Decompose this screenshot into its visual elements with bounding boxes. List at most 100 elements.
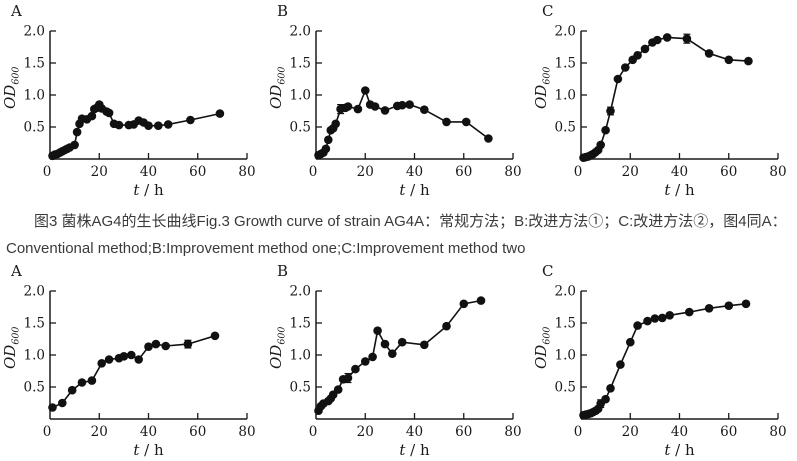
chart-fig3-C: C 0.5 1.0 1.5 2.0 20 40 60 80 0 t / h OD600	[532, 2, 787, 199]
caption-line-1: 图3 菌株AG4的生长曲线Fig.3 Growth curve of strai…	[34, 213, 787, 230]
data-point-marker	[606, 106, 616, 116]
x-tick-label: 20	[622, 424, 639, 440]
y-tick-label: 0.5	[24, 120, 45, 136]
data-point-marker	[613, 74, 623, 84]
x-axis-title: t / h	[399, 181, 430, 199]
data-point-marker	[380, 339, 389, 349]
data-point-marker	[77, 378, 87, 387]
y-axis-title: OD600	[267, 327, 288, 369]
data-point-marker	[643, 316, 653, 326]
data-point-marker	[360, 86, 370, 95]
data-point-marker	[380, 106, 389, 115]
y-tick-label: 2.0	[555, 24, 576, 40]
y-tick-label: 1.5	[289, 56, 310, 72]
data-point-marker	[596, 140, 606, 150]
x-tick-label: 80	[504, 424, 521, 440]
data-point-marker	[343, 373, 352, 383]
chart-panel-fig3-b: B 0.5 1.0 1.5 2.0 20 40 60 80 0 t / h OD600	[266, 0, 532, 201]
panel-label-fig3-B: B	[277, 2, 288, 20]
data-point-marker	[215, 109, 225, 118]
y-tick-label: 2.0	[555, 284, 576, 300]
chart-row-fig3: A 0.5 1.0 1.5 2.0 20 40 60 80 0 t / h OD600 B 0.5 1.0…	[0, 0, 797, 201]
data-point-marker	[404, 100, 414, 109]
x-tick-label: 20	[356, 164, 373, 180]
data-point-marker	[163, 120, 173, 129]
data-point-marker	[653, 35, 662, 45]
data-point-marker	[705, 304, 714, 313]
y-axis-title: OD600	[532, 327, 553, 369]
x-tick-label: 80	[238, 424, 255, 440]
data-point-marker	[459, 299, 468, 309]
data-point-markers	[313, 86, 493, 160]
data-point-marker	[119, 352, 129, 361]
y-tick-label: 1.0	[555, 88, 576, 104]
data-point-marker	[419, 340, 429, 350]
data-point-marker	[397, 337, 407, 347]
data-point-marker	[87, 111, 97, 121]
y-tick-label: 1.0	[24, 88, 45, 104]
y-tick-label: 1.0	[24, 348, 45, 364]
x-tick-label: 20	[91, 424, 108, 440]
origin-label: 0	[308, 424, 317, 440]
y-tick-label: 1.5	[289, 316, 310, 332]
x-tick-label: 20	[91, 164, 108, 180]
y-tick-label: 2.0	[24, 284, 45, 300]
data-point-marker	[616, 360, 626, 369]
figure-caption: 图3 菌株AG4的生长曲线Fig.3 Growth curve of strai…	[0, 201, 797, 260]
y-tick-label: 0.5	[24, 380, 45, 396]
y-tick-label: 1.0	[555, 348, 576, 364]
chart-panel-fig4-c: C 0.5 1.0 1.5 2.0 20 40 60 80 0 t / h OD600	[531, 260, 797, 461]
data-point-marker	[127, 350, 136, 360]
data-point-marker	[641, 44, 650, 54]
data-point-marker	[397, 100, 407, 110]
x-tick-label: 40	[140, 164, 157, 180]
origin-label: 0	[574, 164, 583, 180]
x-tick-label: 80	[770, 424, 787, 440]
data-point-marker	[104, 108, 114, 118]
y-tick-label: 2.0	[24, 24, 45, 40]
data-point-marker	[87, 376, 97, 385]
data-point-marker	[72, 127, 82, 137]
growth-curve-chart-fig3-c: C 0.5 1.0 1.5 2.0 20 40 60 80 0 t / h OD600	[532, 2, 787, 199]
data-point-markers	[579, 299, 751, 420]
data-point-marker	[183, 339, 193, 349]
origin-label: 0	[574, 424, 583, 440]
x-tick-label: 80	[504, 164, 521, 180]
data-point-marker	[331, 119, 340, 129]
x-tick-label: 40	[671, 164, 688, 180]
data-point-marker	[58, 398, 67, 408]
data-point-marker	[601, 394, 611, 404]
y-tick-label: 2.0	[289, 24, 310, 40]
data-point-marker	[97, 359, 106, 368]
data-point-marker	[663, 33, 672, 42]
y-axis-title: OD600	[267, 67, 288, 109]
x-tick-label: 40	[406, 164, 423, 180]
data-point-marker	[461, 117, 471, 127]
chart-panel-fig3-a: A 0.5 1.0 1.5 2.0 20 40 60 80 0 t / h OD600	[0, 0, 266, 201]
chart-fig4-C: C 0.5 1.0 1.5 2.0 20 40 60 80 0 t / h OD600	[532, 262, 787, 459]
data-point-marker	[360, 357, 370, 366]
data-point-marker	[372, 326, 382, 335]
y-tick-label: 1.5	[24, 56, 45, 72]
x-tick-label: 40	[406, 424, 423, 440]
x-tick-label: 60	[189, 164, 206, 180]
data-point-marker	[724, 55, 734, 65]
growth-curve-chart-fig4-a: A 0.5 1.0 1.5 2.0 20 40 60 80 0 t / h OD600	[1, 262, 256, 459]
data-point-markers	[48, 331, 220, 412]
x-tick-label: 60	[455, 164, 472, 180]
chart-panel-fig4-b: B 0.5 1.0 1.5 2.0 20 40 60 80 0 t / h OD600	[266, 260, 532, 461]
growth-curve-chart-fig4-c: C 0.5 1.0 1.5 2.0 20 40 60 80 0 t / h OD600	[532, 262, 787, 459]
x-axis-title: t / h	[133, 441, 164, 459]
data-point-marker	[419, 105, 429, 114]
x-tick-label: 20	[622, 164, 639, 180]
chart-fig3-A: A 0.5 1.0 1.5 2.0 20 40 60 80 0 t / h OD600	[1, 2, 256, 199]
chart-fig3-B: B 0.5 1.0 1.5 2.0 20 40 60 80 0 t / h OD600	[267, 2, 522, 199]
x-tick-label: 80	[238, 164, 255, 180]
y-tick-label: 0.5	[555, 120, 576, 136]
data-point-marker	[321, 144, 330, 154]
data-point-marker	[70, 140, 79, 150]
growth-curve-chart-fig3-a: A 0.5 1.0 1.5 2.0 20 40 60 80 0 t / h OD600	[1, 2, 256, 199]
y-tick-label: 2.0	[289, 284, 310, 300]
y-axis-title: OD600	[532, 67, 553, 109]
x-tick-label: 40	[140, 424, 157, 440]
